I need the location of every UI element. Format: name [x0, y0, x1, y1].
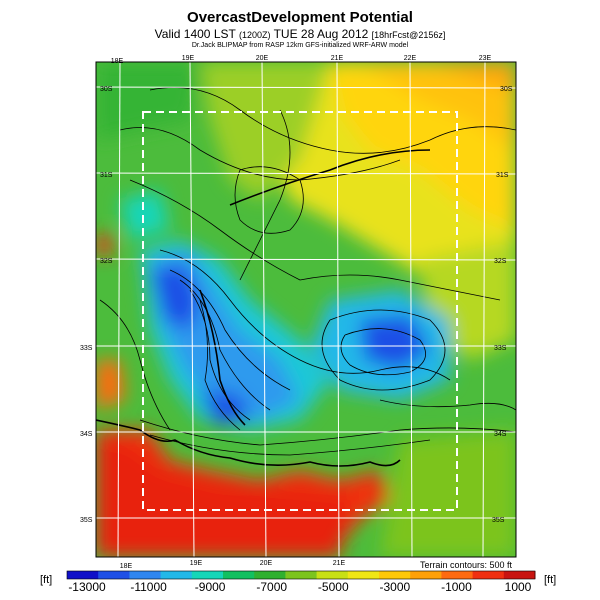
coastline	[96, 149, 431, 467]
colorbar-unit-left: [ft]	[40, 574, 53, 586]
lon-label-top: 23E	[479, 55, 492, 62]
colorbar-swatch	[191, 571, 224, 579]
lat-label-left: 34S	[80, 431, 93, 438]
field-layer	[96, 62, 516, 557]
valid-prefix: Valid 1400 LST	[154, 27, 236, 41]
colorbar-tick-label: -1000	[441, 580, 472, 594]
lat-label-right: 34S	[494, 431, 507, 438]
colorbar-swatch	[316, 571, 349, 579]
colorbar-tick-label: -9000	[194, 580, 226, 594]
lat-label-right: 31S	[496, 172, 509, 179]
lon-labels-top: 18E 19E 20E 21E 22E 23E	[111, 55, 492, 65]
colorbar-swatch	[98, 571, 130, 579]
forecast-tag: [18hrFcst@2156z]	[371, 30, 446, 40]
model-credit: Dr.Jack BLIPMAP from RASP 12km GFS-initi…	[191, 42, 409, 49]
lon-label-bottom: 19E	[190, 560, 203, 567]
lat-label-right: 32S	[494, 258, 507, 265]
valid-time: Valid 1400 LST (1200Z) TUE 28 Aug 2012 […	[0, 27, 600, 41]
colorbar-swatch	[503, 571, 536, 579]
colorbar-frame	[66, 570, 536, 580]
colorbar-tick-label: -5000	[317, 580, 349, 594]
lon-label-top: 21E	[331, 55, 344, 62]
colorbar-swatch	[254, 571, 286, 579]
lat-label-right: 30S	[500, 86, 513, 93]
colorbar	[66, 570, 536, 580]
colorbar-swatch	[472, 571, 505, 579]
lon-label-bottom: 20E	[260, 560, 273, 567]
colorbar-swatch	[67, 571, 99, 579]
colorbar-tick-label: -7000	[256, 580, 288, 594]
lon-label-bottom: 21E	[333, 560, 346, 567]
lon-label-top: 18E	[111, 58, 124, 65]
lat-label-left: 33S	[80, 345, 93, 352]
inner-domain-box	[142, 111, 458, 511]
colorbar-swatch	[379, 571, 411, 579]
lon-label-top: 20E	[256, 55, 269, 62]
colorbar-tick-label: -13000	[68, 580, 106, 594]
colorbar-tick-label: -3000	[379, 580, 411, 594]
valid-date: TUE 28 Aug 2012	[273, 27, 369, 41]
colorbar-swatch	[285, 571, 318, 579]
lat-label-right: 35S	[492, 517, 505, 524]
terrain-contour-note: Terrain contours: 500 ft	[419, 560, 512, 570]
colorbar-swatch	[441, 571, 474, 579]
lat-labels-right: 30S 31S 32S 33S 34S 35S	[492, 86, 513, 524]
lat-lon-grid	[96, 62, 516, 557]
lat-label-left: 30S	[100, 86, 113, 93]
terrain-contours	[99, 87, 516, 456]
lat-label-left: 32S	[100, 258, 113, 265]
colorbar-tick-label: -11000	[130, 580, 167, 594]
colorbar-swatch	[129, 571, 162, 579]
lon-label-top: 19E	[182, 55, 195, 62]
lat-label-left: 35S	[80, 517, 93, 524]
lat-label-right: 33S	[494, 345, 507, 352]
colorbar-swatch	[160, 571, 193, 579]
valid-utc: (1200Z)	[238, 30, 271, 40]
lon-label-top: 22E	[404, 55, 417, 62]
lat-labels-left: 30S 31S 32S 33S 34S 35S	[80, 86, 113, 524]
lat-label-left: 31S	[100, 172, 113, 179]
colorbar-unit-right: [ft]	[544, 574, 557, 586]
colorbar-swatch	[223, 571, 255, 579]
colorbar-tick-label: 1000	[504, 580, 532, 594]
map-frame	[95, 61, 517, 558]
lon-labels-bottom: 18E 19E 20E 21E	[120, 560, 346, 570]
colorbar-swatch	[347, 571, 380, 579]
colorbar-swatch	[410, 571, 442, 579]
map-title: OvercastDevelopment Potential	[187, 9, 413, 26]
lon-label-bottom: 18E	[120, 563, 133, 570]
